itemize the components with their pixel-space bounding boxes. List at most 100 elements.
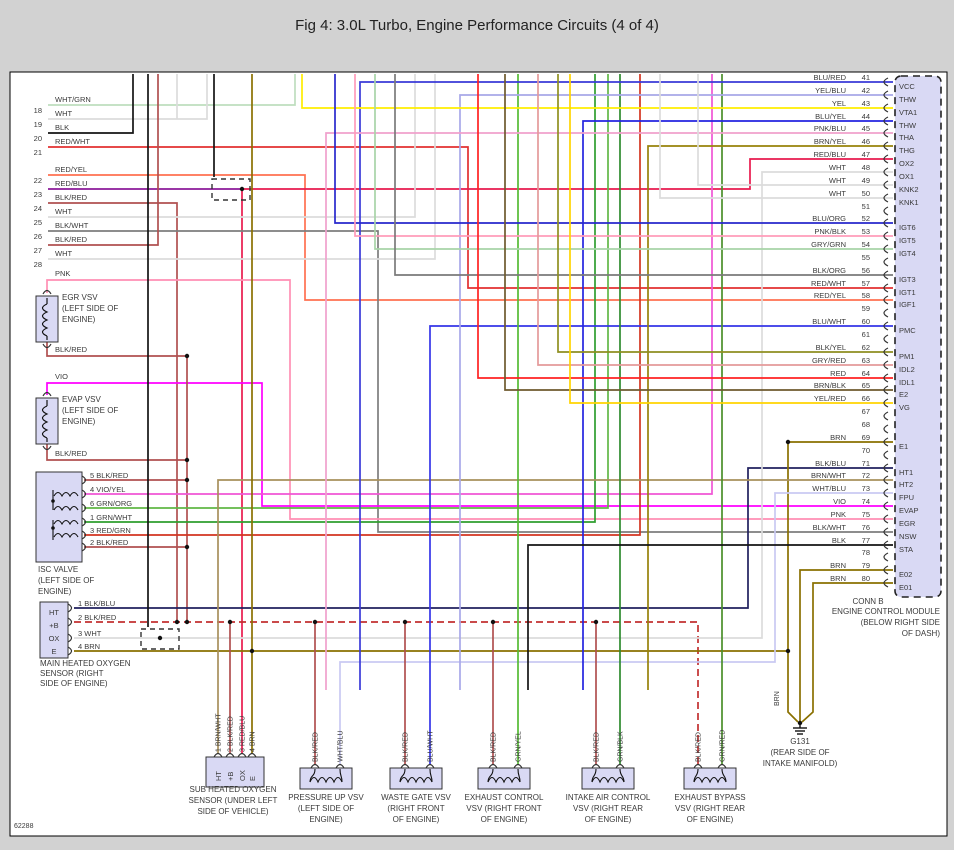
ecm-wire-label: BLK/ORG [813, 266, 847, 275]
ecm-pin-connector [883, 334, 889, 344]
sub-o2-box [205, 756, 265, 788]
ecm-pin-connector [883, 321, 889, 331]
waste-gate-vsv-box [389, 767, 443, 790]
wire-15 [46, 342, 187, 357]
ground-label: (REAR SIDE OF [770, 748, 829, 757]
left-pin-number: 19 [34, 120, 42, 129]
sub-o2-wire-label: 4 BRN [250, 731, 257, 752]
ecm-wire-label: BLK [832, 536, 846, 545]
main-o2-pin-label: 2 BLK/RED [78, 613, 117, 622]
ecm-pin-connector [883, 475, 889, 485]
left-pin-number: 24 [34, 204, 42, 213]
ecm-signal-label: STA [899, 545, 913, 554]
ecm-pin-connector [883, 424, 889, 434]
left-pin-wire-label: BLK [55, 123, 69, 132]
wire-23 [84, 74, 641, 536]
ecm-name: (BELOW RIGHT SIDE [861, 618, 940, 627]
terminal-arc [81, 475, 87, 485]
waste-gate-vsv-wire-label: BLU/WHT [428, 730, 435, 762]
wire-11 [48, 230, 893, 533]
ecm-pin-number: 74 [862, 497, 870, 506]
ecm-pin-connector [883, 206, 889, 216]
ecm-pin-number: 79 [862, 561, 870, 570]
ecm-pin-connector [883, 167, 889, 177]
wire-0 [48, 74, 296, 106]
ecm-signal-label: KNK1 [899, 198, 919, 207]
wire-48 [459, 94, 893, 690]
wire-55 [334, 74, 893, 224]
terminal-arc [717, 763, 727, 769]
ecm-signal-label: E01 [899, 583, 912, 592]
ecm-pin-number: 51 [862, 202, 870, 211]
junction-dot [184, 353, 190, 359]
pressure-up-vsv-caption: (LEFT SIDE OF [298, 804, 354, 813]
terminal-arc [213, 752, 223, 758]
sub-o2-caption: SENSOR (UNDER LEFT [189, 796, 278, 805]
ecm-pin-number: 49 [862, 176, 870, 185]
ecm-signal-label: THG [899, 146, 915, 155]
left-pin-number: 26 [34, 232, 42, 241]
ecm-pin-connector [883, 540, 889, 550]
wire-25 [74, 467, 893, 609]
waste-gate-vsv-lead [429, 768, 433, 783]
main-o2-terminal: OX [49, 634, 60, 643]
ecm-wire-label: BLU/YEL [815, 112, 846, 121]
ecm-pin-number: 42 [862, 86, 870, 95]
ecm-conn-label: CONN B [852, 597, 883, 606]
ecm-pin-number: 61 [862, 330, 870, 339]
ecm-pin-connector [883, 128, 889, 138]
ecm-pin-number: 56 [862, 266, 870, 275]
left-pin-number: 25 [34, 218, 42, 227]
ecm-signal-label: IGT1 [899, 288, 916, 297]
ecm-pin-connector [883, 578, 889, 588]
terminal-arc [81, 517, 87, 527]
ecm-wire-label: PNK/BLK [814, 227, 846, 236]
junction-dot [239, 186, 245, 192]
exhaust-control-vsv-box [477, 767, 531, 790]
ecm-signal-label: IGT3 [899, 275, 916, 284]
main-o2-pin-label: 4 BRN [78, 642, 100, 651]
ecm-wire-label: RED/YEL [814, 291, 846, 300]
coil [41, 303, 49, 337]
terminal-arc [591, 763, 601, 769]
ecm-pin-number: 73 [862, 484, 870, 493]
intake-air-control-vsv-caption: INTAKE AIR CONTROL [566, 793, 651, 802]
left-pin-number: 21 [34, 148, 42, 157]
terminal-arc [310, 763, 320, 769]
left-pin-wire-label: RED/BLU [55, 179, 88, 188]
intake-air-control-vsv-wire-label: GRN/BLK [618, 731, 625, 762]
junction-dot [184, 457, 190, 463]
ecm-signal-label: OX2 [899, 159, 914, 168]
left-pin-wire-label: WHT [55, 109, 72, 118]
ecm-pin-connector [883, 283, 889, 293]
ecm-pin-number: 64 [862, 369, 870, 378]
terminal-arc [81, 489, 87, 499]
junction-dot [227, 619, 233, 625]
sub-o2-terminal: E [248, 776, 257, 781]
egr_vsv-box [35, 295, 59, 343]
pressure-up-vsv-caption: PRESSURE UP VSV [288, 793, 364, 802]
left-pin-number: 28 [34, 260, 42, 269]
isc-caption: ENGINE) [38, 587, 72, 596]
ecm-pin-connector [883, 231, 889, 241]
ecm-wire-label: BLK/BLU [815, 459, 846, 468]
ecm-signal-label: FPU [899, 493, 914, 502]
ecm-pin-connector [883, 488, 889, 498]
terminal-arc [42, 445, 52, 451]
wire-57 [374, 74, 893, 250]
wire-59 [557, 74, 893, 353]
ecm-pin-number: 53 [862, 227, 870, 236]
ecm-pin-connector [883, 514, 889, 524]
ecm-pin-connector [883, 347, 889, 357]
sub-o2-terminal: OX [238, 770, 247, 781]
ecm-pin-connector [883, 141, 889, 151]
ecm-wire-label: PNK [831, 510, 846, 519]
waste-gate-vsv-wire-label: BLK/RED [403, 732, 410, 762]
wire-21 [84, 74, 609, 509]
sub-o2-caption: SIDE OF VEHICLE) [197, 807, 268, 816]
ecm-pin-connector [883, 270, 889, 280]
exhaust-control-vsv-wire-label: BLK/RED [491, 732, 498, 762]
ecm-wire-label: WHT/BLU [812, 484, 846, 493]
junction-dot [312, 619, 318, 625]
